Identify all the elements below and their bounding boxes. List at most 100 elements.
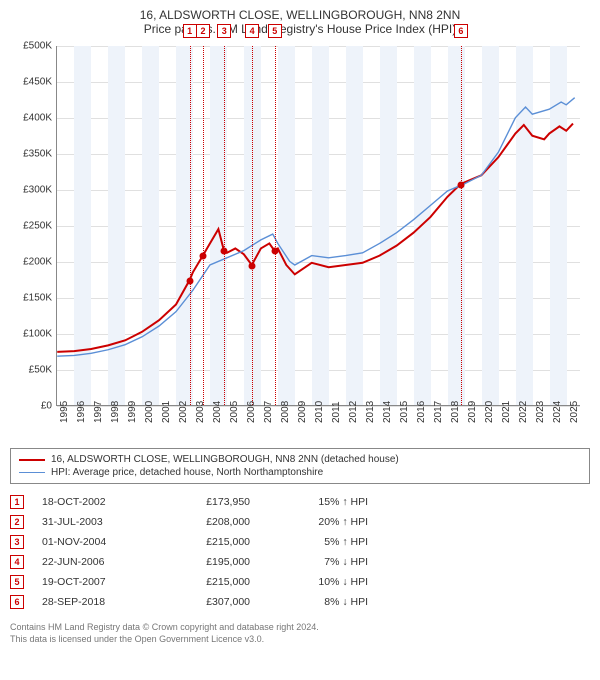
x-tick-label: 1997 bbox=[93, 401, 104, 423]
chart-area: £0 £50K £100K £150K £200K £250K £300K £350K £400… bbox=[10, 42, 590, 442]
y-tick-label: £250K bbox=[10, 221, 52, 232]
x-tick-label: 2001 bbox=[161, 401, 172, 423]
sales-row-date: 31-JUL-2003 bbox=[42, 516, 142, 528]
sales-row: 6 28-SEP-2018 £307,000 8% ↓ HPI bbox=[10, 592, 590, 612]
sales-row-marker: 6 bbox=[10, 595, 24, 609]
y-tick-label: £150K bbox=[10, 293, 52, 304]
sales-row-date: 28-SEP-2018 bbox=[42, 596, 142, 608]
title-address: 16, ALDSWORTH CLOSE, WELLINGBOROUGH, NN8… bbox=[10, 8, 590, 22]
sales-row-price: £307,000 bbox=[160, 596, 250, 608]
footer-line1: Contains HM Land Registry data © Crown c… bbox=[10, 622, 590, 634]
x-tick-label: 2015 bbox=[399, 401, 410, 423]
x-tick-label: 2009 bbox=[297, 401, 308, 423]
sales-row-diff: 20% ↑ HPI bbox=[268, 516, 368, 528]
y-tick-label: £450K bbox=[10, 77, 52, 88]
x-tick-label: 2003 bbox=[195, 401, 206, 423]
sales-row-marker: 4 bbox=[10, 555, 24, 569]
x-tick-label: 2005 bbox=[229, 401, 240, 423]
sales-row: 3 01-NOV-2004 £215,000 5% ↑ HPI bbox=[10, 532, 590, 552]
sale-dot bbox=[221, 248, 228, 255]
sale-marker-line bbox=[190, 46, 191, 405]
sales-row-price: £208,000 bbox=[160, 516, 250, 528]
sales-row-date: 01-NOV-2004 bbox=[42, 536, 142, 548]
sales-row-diff: 15% ↑ HPI bbox=[268, 496, 368, 508]
y-tick-label: £50K bbox=[10, 365, 52, 376]
legend-box: 16, ALDSWORTH CLOSE, WELLINGBOROUGH, NN8… bbox=[10, 448, 590, 484]
sale-marker-line bbox=[203, 46, 204, 405]
x-tick-label: 2010 bbox=[314, 401, 325, 423]
x-tick-label: 2002 bbox=[178, 401, 189, 423]
y-tick-label: £0 bbox=[10, 401, 52, 412]
y-tick-label: £400K bbox=[10, 113, 52, 124]
x-tick-label: 2022 bbox=[518, 401, 529, 423]
sale-marker-line bbox=[224, 46, 225, 405]
sales-row-diff: 7% ↓ HPI bbox=[268, 556, 368, 568]
legend-swatch bbox=[19, 472, 45, 473]
x-tick-label: 2019 bbox=[467, 401, 478, 423]
x-tick-label: 2011 bbox=[331, 401, 342, 423]
chart-title-block: 16, ALDSWORTH CLOSE, WELLINGBOROUGH, NN8… bbox=[10, 8, 590, 36]
x-tick-label: 2006 bbox=[246, 401, 257, 423]
sales-row-marker: 5 bbox=[10, 575, 24, 589]
x-tick-label: 2008 bbox=[280, 401, 291, 423]
sales-row-date: 22-JUN-2006 bbox=[42, 556, 142, 568]
sales-row-diff: 5% ↑ HPI bbox=[268, 536, 368, 548]
series-property bbox=[57, 124, 573, 352]
sale-dot bbox=[271, 248, 278, 255]
sales-row-marker: 2 bbox=[10, 515, 24, 529]
x-tick-label: 2014 bbox=[382, 401, 393, 423]
x-tick-label: 2020 bbox=[484, 401, 495, 423]
plot-area: 123456 bbox=[56, 46, 580, 406]
sale-marker-box: 2 bbox=[196, 24, 210, 38]
sale-marker-box: 4 bbox=[245, 24, 259, 38]
sale-marker-box: 1 bbox=[183, 24, 197, 38]
x-tick-label: 2016 bbox=[416, 401, 427, 423]
x-tick-label: 1999 bbox=[127, 401, 138, 423]
sale-marker-line bbox=[252, 46, 253, 405]
sale-marker-box: 3 bbox=[217, 24, 231, 38]
x-tick-label: 2023 bbox=[535, 401, 546, 423]
sales-row: 118-OCT-2002£173,95015% ↑ HPI bbox=[10, 492, 590, 512]
x-tick-label: 2024 bbox=[552, 401, 563, 423]
sales-table: 118-OCT-2002£173,95015% ↑ HPI231-JUL-200… bbox=[10, 492, 590, 612]
sales-row-marker: 1 bbox=[10, 495, 24, 509]
x-tick-label: 2000 bbox=[144, 401, 155, 423]
x-tick-label: 2018 bbox=[450, 401, 461, 423]
legend-label: HPI: Average price, detached house, Nort… bbox=[51, 467, 323, 478]
sales-row-diff: 10% ↓ HPI bbox=[268, 576, 368, 588]
y-tick-label: £300K bbox=[10, 185, 52, 196]
footer-line2: This data is licensed under the Open Gov… bbox=[10, 634, 590, 646]
x-tick-label: 2025 bbox=[569, 401, 580, 423]
series-hpi bbox=[57, 98, 574, 356]
legend-row: HPI: Average price, detached house, Nort… bbox=[19, 466, 581, 479]
sales-row-diff: 8% ↓ HPI bbox=[268, 596, 368, 608]
title-subtitle: Price paid vs. HM Land Registry's House … bbox=[10, 22, 590, 36]
sales-row-price: £195,000 bbox=[160, 556, 250, 568]
sales-row-price: £215,000 bbox=[160, 576, 250, 588]
sales-row-marker: 3 bbox=[10, 535, 24, 549]
sale-dot bbox=[199, 253, 206, 260]
y-tick-label: £500K bbox=[10, 41, 52, 52]
sales-row-price: £173,950 bbox=[160, 496, 250, 508]
sale-marker-box: 5 bbox=[268, 24, 282, 38]
sale-marker-box: 6 bbox=[454, 24, 468, 38]
x-tick-label: 2004 bbox=[212, 401, 223, 423]
y-tick-label: £350K bbox=[10, 149, 52, 160]
x-tick-label: 1998 bbox=[110, 401, 121, 423]
x-tick-label: 2013 bbox=[365, 401, 376, 423]
x-tick-label: 2007 bbox=[263, 401, 274, 423]
x-tick-label: 2021 bbox=[501, 401, 512, 423]
sales-row: 519-OCT-2007£215,00010% ↓ HPI bbox=[10, 572, 590, 592]
legend-row: 16, ALDSWORTH CLOSE, WELLINGBOROUGH, NN8… bbox=[19, 453, 581, 466]
line-series-svg bbox=[57, 46, 580, 405]
y-tick-label: £200K bbox=[10, 257, 52, 268]
x-tick-label: 2012 bbox=[348, 401, 359, 423]
y-tick-label: £100K bbox=[10, 329, 52, 340]
sale-marker-line bbox=[275, 46, 276, 405]
sale-marker-line bbox=[461, 46, 462, 405]
x-tick-label: 1995 bbox=[59, 401, 70, 423]
footer-attribution: Contains HM Land Registry data © Crown c… bbox=[10, 622, 590, 645]
sales-row: 4 22-JUN-2006 £195,000 7% ↓ HPI bbox=[10, 552, 590, 572]
x-tick-label: 1996 bbox=[76, 401, 87, 423]
sales-row-price: £215,000 bbox=[160, 536, 250, 548]
